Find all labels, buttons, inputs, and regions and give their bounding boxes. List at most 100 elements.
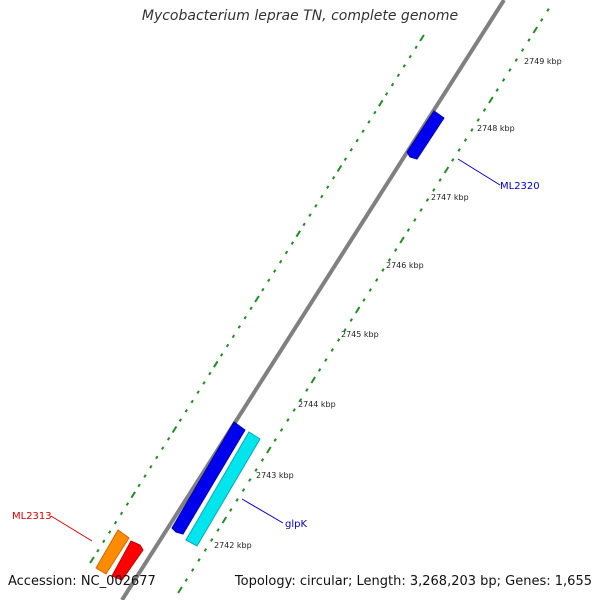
tick-mark [202, 381, 206, 385]
tick-mark [381, 268, 385, 272]
tick-mark [443, 166, 450, 174]
tick-mark [130, 491, 136, 499]
tick-mark [349, 148, 353, 152]
gene-cyan[interactable] [185, 431, 261, 547]
tick-mark [254, 468, 258, 472]
tick-mark [399, 236, 405, 244]
tick-mark [457, 148, 461, 152]
tick-mark [137, 483, 141, 488]
tick-mark [286, 418, 290, 422]
ml2320-leader [457, 158, 501, 186]
tick-mark [298, 398, 303, 402]
tick-label: 2743 kbp [256, 471, 294, 480]
tick-mark [166, 437, 171, 441]
tick-mark [279, 428, 284, 432]
tick-mark [470, 128, 474, 132]
tick-mark [488, 96, 494, 104]
tick-mark [387, 258, 392, 262]
tick-mark [248, 478, 252, 482]
tick-mark [349, 318, 353, 322]
gene-red[interactable] [111, 540, 144, 581]
accession-text: Accession: NC_002677 [8, 574, 156, 589]
tick-mark [378, 99, 384, 107]
tick-mark [343, 157, 348, 161]
tick-mark [196, 390, 200, 395]
tick-label: 2748 kbp [477, 124, 515, 133]
tick-label: 2744 kbp [298, 400, 336, 409]
tick-mark [520, 48, 525, 52]
genome-backbone [120, 0, 506, 600]
tick-mark [355, 138, 359, 143]
tick-mark [368, 288, 372, 292]
tick-mark [266, 446, 272, 454]
tick-mark [495, 88, 499, 92]
tick-mark [184, 409, 188, 413]
gene-glpk[interactable] [171, 421, 246, 535]
tick-mark [125, 502, 130, 506]
tick-mark [177, 586, 183, 594]
tick-mark [527, 38, 531, 42]
tick-mark [260, 458, 265, 462]
gene-label-ml2320[interactable]: ML2320 [500, 181, 540, 192]
tick-mark [143, 474, 147, 478]
glpk-leader [241, 498, 284, 524]
tick-mark [203, 548, 208, 552]
tick-mark [208, 371, 212, 376]
tick-mark [330, 348, 334, 352]
tick-mark [320, 194, 324, 199]
tick-mark [546, 8, 550, 12]
tick-mark [273, 438, 277, 442]
tick-mark [336, 338, 341, 342]
tick-mark [384, 92, 389, 96]
tick-mark [219, 353, 224, 357]
tick-mark [425, 198, 430, 202]
tick-mark [178, 418, 183, 422]
tick-mark [171, 425, 178, 434]
gene-label-glpk[interactable]: glpK [285, 519, 307, 530]
tick-mark [331, 176, 336, 180]
tick-mark [310, 376, 316, 384]
gene-ml2313[interactable] [95, 529, 130, 575]
tick-mark [261, 287, 265, 292]
tick-mark [390, 82, 395, 87]
tick-mark [432, 188, 436, 192]
tick-mark [314, 203, 318, 208]
tick-mark [367, 120, 371, 124]
tick-label: 2747 kbp [431, 193, 469, 202]
tick-mark [324, 358, 328, 362]
tick-mark [155, 455, 159, 460]
tick-mark [532, 26, 539, 34]
tick-mark [406, 228, 411, 232]
tick-mark [336, 164, 343, 173]
tick-mark [476, 118, 480, 122]
tick-mark [317, 368, 322, 372]
tick-mark [326, 185, 330, 189]
tick-mark [482, 108, 487, 112]
tick-mark [305, 388, 309, 392]
tick-mark [396, 73, 401, 78]
tick-mark [290, 241, 295, 245]
tick-mark [273, 269, 277, 273]
tick-mark [243, 315, 247, 320]
tick-mark [354, 306, 361, 314]
tick-mark [343, 328, 347, 332]
tick-mark [108, 530, 112, 534]
gene-ml2320[interactable] [406, 110, 445, 160]
tick-mark [231, 334, 236, 339]
tick-mark [237, 325, 241, 329]
tick-mark [225, 343, 230, 348]
tick-mark [284, 250, 289, 255]
gene-label-ml2313[interactable]: ML2313 [12, 511, 52, 522]
tick-mark [149, 464, 153, 469]
tick-mark [438, 178, 442, 182]
tick-mark [191, 568, 195, 572]
tick-mark [540, 18, 544, 22]
tick-mark [216, 528, 220, 532]
tick-mark [419, 34, 425, 42]
tick-mark [408, 54, 412, 59]
tick-mark [375, 278, 379, 282]
tick-mark [278, 259, 283, 264]
tick-mark [184, 578, 188, 582]
tick-mark [361, 129, 365, 134]
